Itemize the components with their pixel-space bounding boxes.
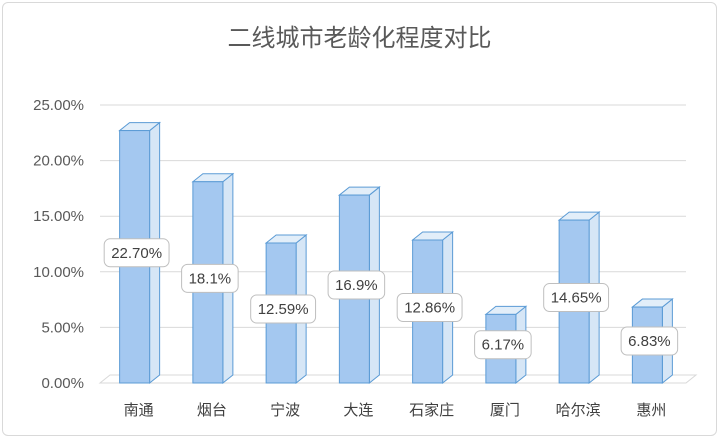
category-label: 石家庄 <box>409 401 454 419</box>
data-label-box <box>474 330 532 360</box>
data-label: 16.9% <box>327 270 386 300</box>
data-label: 6.83% <box>620 326 679 356</box>
axis-floor <box>98 374 698 384</box>
category-label: 烟台 <box>197 401 227 419</box>
data-label-box <box>103 238 170 268</box>
y-tick-label: 25.00% <box>33 97 84 114</box>
data-label: 14.65% <box>543 283 610 313</box>
data-label-box <box>250 294 317 324</box>
category-labels: 南通 烟台 宁波 大连 石家庄 厦门 哈尔滨 惠州 <box>124 401 667 419</box>
data-label: 18.1% <box>181 263 239 293</box>
data-label: 22.70% <box>103 238 170 268</box>
data-label: 12.86% <box>396 292 463 322</box>
category-label: 哈尔滨 <box>556 401 601 419</box>
category-label: 宁波 <box>270 401 300 419</box>
data-label: 6.17% <box>474 330 532 360</box>
data-label-text: 12.86% <box>404 299 455 316</box>
bars <box>118 121 674 385</box>
data-label: 12.59% <box>250 294 317 324</box>
data-label-text: 12.59% <box>258 301 309 318</box>
data-label-box <box>620 326 679 356</box>
gridlines <box>98 104 698 384</box>
category-label: 大连 <box>343 401 373 419</box>
y-axis-ticks: 0.00% 5.00% 10.00% 15.00% 20.00% 25.00% <box>33 97 84 392</box>
y-tick-label: 5.00% <box>41 319 84 336</box>
data-label-text: 18.1% <box>189 270 232 287</box>
y-tick-label: 10.00% <box>33 264 84 281</box>
data-label-box <box>327 270 386 300</box>
category-label: 惠州 <box>636 401 666 419</box>
y-tick-label: 0.00% <box>41 375 84 392</box>
data-label-box <box>543 283 610 313</box>
y-tick-label: 15.00% <box>33 208 84 225</box>
category-label: 南通 <box>124 401 154 419</box>
category-label: 厦门 <box>490 401 520 419</box>
data-label-text: 16.9% <box>335 277 378 294</box>
data-label-text: 6.17% <box>482 337 525 354</box>
data-labels: 22.70% 18.1% 12.59% 16.9% 12.86% 6.17% 14.65% 6… <box>103 238 679 360</box>
data-label-text: 22.70% <box>111 245 162 262</box>
data-label-box <box>396 292 463 322</box>
data-label-text: 14.65% <box>551 290 602 307</box>
chart-title: 二线城市老龄化程度对比 <box>227 24 492 52</box>
data-label-box <box>181 263 239 293</box>
y-tick-label: 20.00% <box>33 153 84 170</box>
data-label-text: 6.83% <box>628 333 671 350</box>
